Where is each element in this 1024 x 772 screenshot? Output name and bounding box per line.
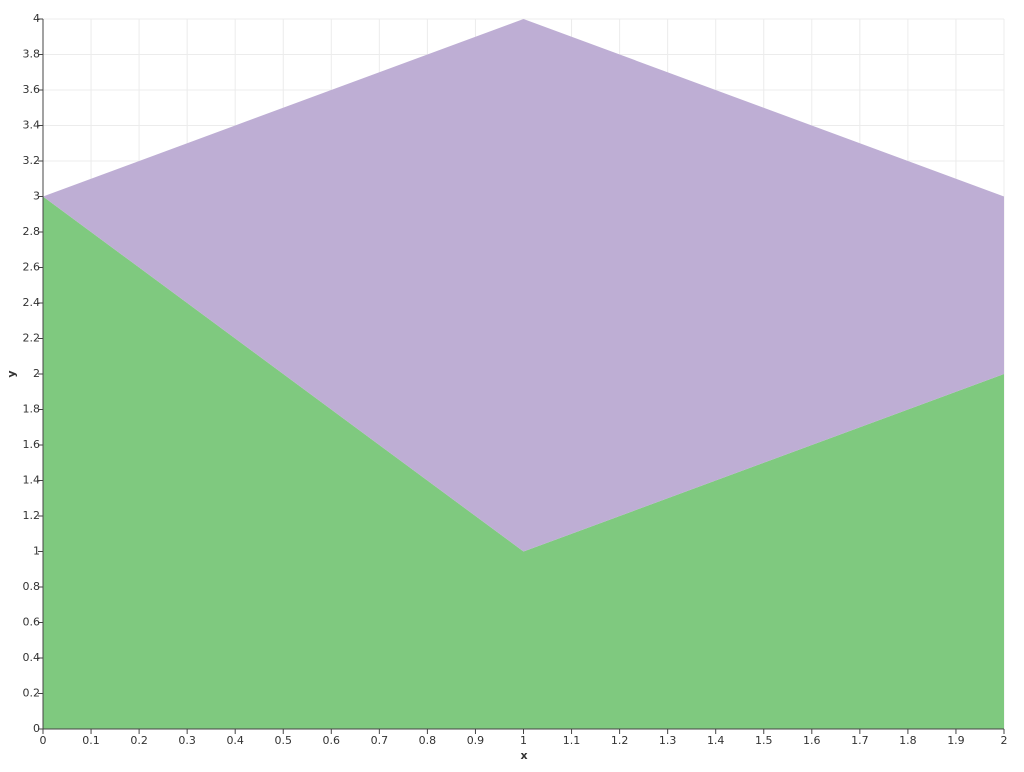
y-tick-label: 2.6 bbox=[23, 261, 41, 274]
x-tick-label: 0.5 bbox=[275, 734, 293, 747]
y-tick-label: 2.2 bbox=[23, 332, 41, 345]
x-tick-label: 1.7 bbox=[851, 734, 869, 747]
y-tick-label: 2.4 bbox=[23, 296, 41, 309]
y-tick-label: 3.8 bbox=[23, 48, 41, 61]
y-axis-label: y bbox=[5, 370, 18, 377]
x-tick-label: 0.2 bbox=[130, 734, 148, 747]
x-tick-label: 0 bbox=[40, 734, 47, 747]
x-tick-label: 0.3 bbox=[178, 734, 196, 747]
y-tick-label: 2 bbox=[33, 367, 40, 380]
y-tick-label: 0 bbox=[33, 722, 40, 735]
x-tick-label: 1.1 bbox=[563, 734, 581, 747]
x-tick-label: 0.6 bbox=[323, 734, 341, 747]
y-tick-label: 0.4 bbox=[23, 651, 41, 664]
y-tick-label: 1.4 bbox=[23, 474, 41, 487]
y-tick-label: 1.6 bbox=[23, 438, 41, 451]
y-tick-label: 2.8 bbox=[23, 225, 41, 238]
y-tick-label: 3.6 bbox=[23, 83, 41, 96]
y-tick-label: 0.6 bbox=[23, 616, 41, 629]
area bbox=[43, 196, 1004, 729]
y-tick-label: 4 bbox=[33, 12, 40, 25]
y-tick-label: 1.8 bbox=[23, 403, 41, 416]
x-tick-label: 0.1 bbox=[82, 734, 100, 747]
x-axis-label: x bbox=[520, 749, 527, 762]
x-tick-label: 1.3 bbox=[659, 734, 677, 747]
x-tick-label: 2 bbox=[1001, 734, 1008, 747]
x-tick-label: 1 bbox=[520, 734, 527, 747]
x-tick-label: 0.4 bbox=[226, 734, 244, 747]
area bbox=[43, 19, 1004, 552]
y-tick-label: 1 bbox=[33, 545, 40, 558]
x-tick-label: 1.4 bbox=[707, 734, 725, 747]
x-tick-label: 1.6 bbox=[803, 734, 821, 747]
y-tick-label: 3 bbox=[33, 190, 40, 203]
x-tick-label: 0.9 bbox=[467, 734, 485, 747]
y-tick-label: 0.8 bbox=[23, 580, 41, 593]
x-tick-label: 1.5 bbox=[755, 734, 773, 747]
y-tick-label: 0.2 bbox=[23, 687, 41, 700]
x-tick-label: 1.9 bbox=[947, 734, 965, 747]
x-tick-label: 0.7 bbox=[371, 734, 389, 747]
y-tick-label: 3.4 bbox=[23, 119, 41, 132]
x-tick-label: 0.8 bbox=[419, 734, 437, 747]
y-tick-label: 3.2 bbox=[23, 154, 41, 167]
x-tick-label: 1.8 bbox=[899, 734, 917, 747]
y-tick-label: 1.2 bbox=[23, 509, 41, 522]
x-tick-label: 1.2 bbox=[611, 734, 629, 747]
